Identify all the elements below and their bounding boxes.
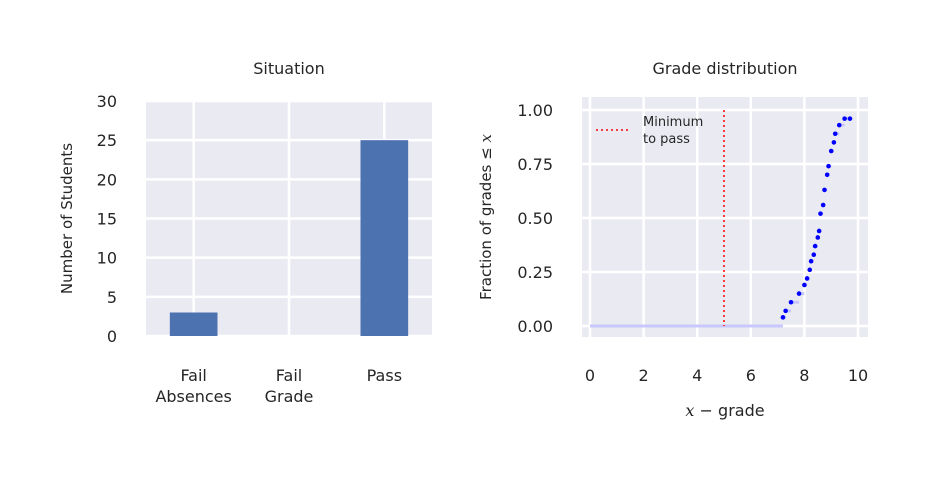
situation-y-tick-label: 30 <box>97 92 117 111</box>
grade-x-tick-label: 10 <box>848 366 868 385</box>
grade-x-axis-label-math: x <box>685 401 694 420</box>
grade-cdf-point <box>816 228 822 234</box>
grade-cdf-point <box>824 172 830 178</box>
grade-cdf-point <box>828 148 834 154</box>
grade-x-tick-label: 4 <box>692 366 702 385</box>
grade-y-tick-label: 1.00 <box>517 101 553 120</box>
grade-cdf-point <box>836 122 842 128</box>
situation-x-tick-label: Grade <box>265 387 314 406</box>
grade-cdf-point <box>811 252 817 258</box>
situation-y-tick-label: 0 <box>107 327 117 346</box>
situation-x-tick-label: Pass <box>367 366 402 385</box>
situation-bar <box>360 140 409 336</box>
situation-y-axis-label: Number of Students <box>58 143 76 294</box>
situation-y-tick-label: 5 <box>107 288 117 307</box>
situation-y-tick-labels: 0 5 10 15 20 25 30 <box>97 92 117 346</box>
grade-cdf-point <box>780 315 786 320</box>
situation-x-tick-label: Fail <box>276 366 302 385</box>
situation-x-tick-label: Fail <box>180 366 206 385</box>
grade-y-tick-labels: 0.00 0.25 0.50 0.75 1.00 <box>517 101 553 336</box>
grade-cdf-point <box>815 235 821 240</box>
grade-cdf-point <box>808 258 814 264</box>
grade-cdf-point <box>847 116 853 121</box>
grade-distribution-chart: Minimum to pass 0.00 0.25 0.50 0.75 1.00 0 2 4… <box>477 59 868 420</box>
grade-cdf-point <box>820 202 826 208</box>
grade-cdf-point <box>807 267 813 273</box>
legend-label-line2: to pass <box>643 132 690 147</box>
grade-x-tick-labels: 0 2 4 6 8 10 <box>585 366 868 385</box>
grade-y-axis-label-text: Fraction of grades ≤ <box>477 143 495 300</box>
situation-x-tick-label: Absences <box>155 387 231 406</box>
grade-cdf-point <box>788 299 794 305</box>
grade-y-tick-label: 0.00 <box>517 317 553 336</box>
situation-bars <box>169 140 409 336</box>
grade-cdf-point <box>783 308 788 314</box>
situation-x-tick-labels: Fail Absences Fail Grade Pass <box>155 366 402 406</box>
situation-y-tick-label: 15 <box>97 210 117 229</box>
grade-y-axis-label-math: x <box>477 134 495 143</box>
grade-cdf-point <box>818 211 823 216</box>
grade-legend: Minimum to pass <box>596 115 703 147</box>
legend-label-line1: Minimum <box>643 115 703 130</box>
situation-y-tick-label: 20 <box>97 170 117 189</box>
grade-y-axis-label: Fraction of grades ≤ x <box>477 134 495 300</box>
grade-title: Grade distribution <box>652 59 797 78</box>
grade-y-tick-label: 0.50 <box>517 209 553 228</box>
grade-x-axis-label-text: − grade <box>694 401 764 420</box>
grade-cdf-point <box>804 276 810 281</box>
grade-y-tick-label: 0.75 <box>517 155 553 174</box>
grade-cdf-point <box>822 187 827 193</box>
grade-cdf-point <box>826 163 831 169</box>
grade-cdf-point <box>802 282 807 288</box>
grade-cdf-point <box>832 131 838 137</box>
situation-y-tick-label: 10 <box>97 249 117 268</box>
grade-cdf-point <box>831 140 837 145</box>
grade-gridlines <box>582 97 868 337</box>
grade-cdf-point <box>796 291 802 296</box>
situation-title: Situation <box>253 59 324 78</box>
grade-x-tick-label: 6 <box>746 366 756 385</box>
grade-cdf-point <box>842 116 847 121</box>
situation-bar <box>169 312 218 336</box>
grade-y-tick-label: 0.25 <box>517 263 553 282</box>
grade-x-tick-label: 8 <box>799 366 809 385</box>
situation-y-tick-label: 25 <box>97 131 117 150</box>
grade-cdf-point <box>812 243 818 249</box>
grade-x-tick-label: 2 <box>639 366 649 385</box>
situation-chart: 0 5 10 15 20 25 30 Fail Absences Fail Grade Pass S… <box>58 59 432 406</box>
grade-x-axis-label: x − grade <box>685 401 764 420</box>
grade-cdf-points <box>780 116 853 320</box>
grade-x-tick-label: 0 <box>585 366 595 385</box>
